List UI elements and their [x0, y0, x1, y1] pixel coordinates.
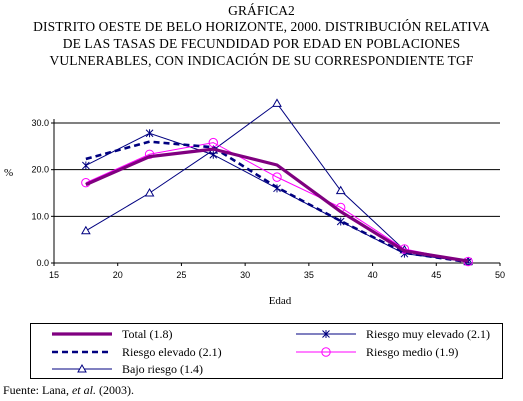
source-italic: et al.	[71, 383, 96, 397]
y-tick-label-1: 10.0	[31, 211, 49, 221]
series-line-2	[85, 102, 469, 263]
data-point-3-2	[209, 150, 218, 159]
legend-swatch-1	[52, 350, 112, 354]
x-tick-label-5: 40	[368, 270, 378, 280]
legend: Total (1.8) Riesgo elevado (2.1) Bajo ries…	[30, 323, 503, 379]
line-chart: 0.0 10.0 20.0 30.0 15 20 25 30 35 40 45 50 Edad%	[4, 98, 505, 307]
x-tick-label-1: 20	[113, 270, 123, 280]
y-tick-label-3: 30.0	[31, 118, 49, 128]
x-axis-label: Edad	[269, 295, 292, 307]
legend-marker-2	[77, 363, 87, 373]
series-0	[85, 147, 469, 263]
series-4	[81, 137, 473, 267]
chart-title-line-4: VULNERABLES, CON INDICACIÓN DE SU CORRES…	[49, 53, 474, 68]
legend-label-3: Riesgo muy elevado (2.1)	[366, 327, 490, 341]
data-point-2-0	[80, 225, 91, 235]
legend-marker-4	[321, 347, 331, 357]
chart-title-line-2: DISTRITO OESTE DE BELO HORIZONTE, 2000. …	[33, 19, 490, 34]
x-tick-label-4: 35	[304, 270, 314, 280]
y-tick-label-2: 20.0	[31, 165, 49, 175]
chart-title-line-1: GRÁFICA2	[228, 3, 295, 18]
data-point-4-2	[208, 137, 218, 148]
series-1	[85, 140, 469, 264]
data-point-2-4	[335, 185, 346, 195]
legend-label-2: Bajo riesgo (1.4)	[122, 362, 203, 376]
x-tick-label-7: 50	[495, 270, 505, 280]
source-note: Fuente: Lana, et al. (2003).	[3, 383, 134, 398]
x-tick-label-3: 30	[240, 270, 250, 280]
series-line-1	[85, 140, 469, 264]
data-point-4-1	[144, 149, 155, 159]
series-line-3	[85, 132, 469, 263]
legend-label-4: Riesgo medio (1.9)	[366, 345, 459, 359]
data-point-3-1	[145, 129, 154, 138]
series-line-0	[85, 147, 469, 263]
x-tick-label-0: 15	[49, 270, 59, 280]
legend-swatch-3	[296, 330, 356, 338]
x-tick-label-6: 45	[431, 270, 441, 280]
legend-marker-3	[322, 330, 330, 338]
y-axis-label: %	[4, 167, 13, 179]
y-tick-label-0: 0.0	[36, 258, 49, 268]
series-3	[82, 129, 472, 266]
series-2	[80, 98, 474, 266]
chart-title-line-3: DE LAS TASAS DE FECUNDIDAD POR EDAD EN P…	[62, 36, 461, 51]
data-point-2-3	[272, 98, 282, 107]
data-point-4-3	[272, 172, 282, 182]
x-tick-label-2: 25	[176, 270, 186, 280]
legend-swatch-4	[296, 347, 356, 357]
legend-label-1: Riesgo elevado (2.1)	[122, 345, 222, 359]
data-point-2-1	[144, 187, 155, 197]
data-point-3-0	[82, 161, 90, 170]
legend-swatch-2	[52, 363, 112, 373]
source-prefix: Fuente: Lana,	[3, 383, 72, 397]
legend-label-0: Total (1.8)	[122, 327, 173, 341]
legend-swatch-0	[52, 332, 112, 336]
source-suffix: (2003).	[95, 383, 134, 397]
